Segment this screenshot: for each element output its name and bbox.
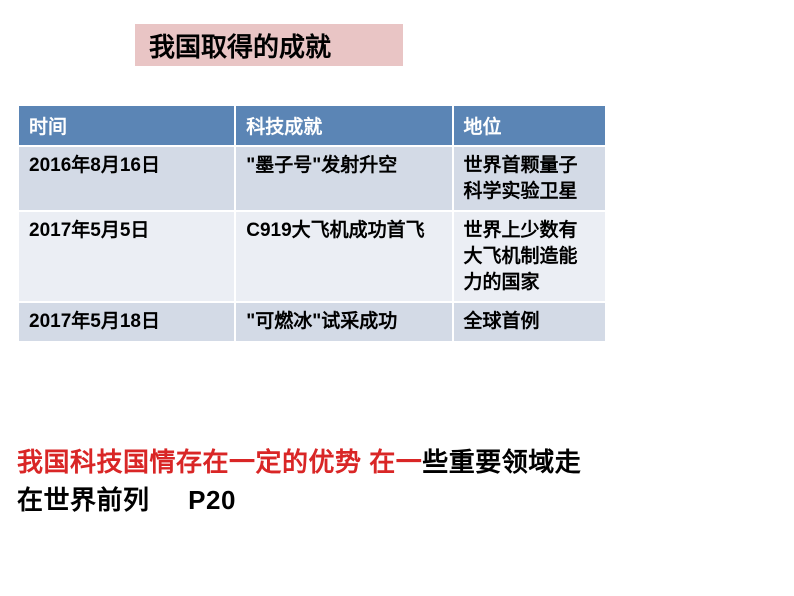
header-achievement: 科技成就 (235, 105, 452, 146)
header-time: 时间 (18, 105, 235, 146)
table-row: 2017年5月5日 C919大飞机成功首飞 世界上少数有大飞机制造能力的国家 (18, 211, 606, 302)
cell-achievement: C919大飞机成功首飞 (235, 211, 452, 302)
footer-red-text: 我国科技国情存在一定的优势 在一 (17, 447, 422, 477)
cell-status: 世界上少数有大飞机制造能力的国家 (453, 211, 606, 302)
table-header-row: 时间 科技成就 地位 (18, 105, 606, 146)
table-row: 2017年5月18日 "可燃冰"试采成功 全球首例 (18, 302, 606, 342)
cell-achievement: "墨子号"发射升空 (235, 146, 452, 211)
cell-achievement: "可燃冰"试采成功 (235, 302, 452, 342)
cell-time: 2017年5月5日 (18, 211, 235, 302)
cell-time: 2017年5月18日 (18, 302, 235, 342)
achievements-table: 时间 科技成就 地位 2016年8月16日 "墨子号"发射升空 世界首颗量子科学… (17, 104, 607, 343)
cell-status: 世界首颗量子科学实验卫星 (453, 146, 606, 211)
cell-status: 全球首例 (453, 302, 606, 342)
footer-summary: 我国科技国情存在一定的优势 在一些重要领域走在世界前列 P20 (17, 444, 597, 519)
title-box: 我国取得的成就 (135, 24, 403, 66)
table-row: 2016年8月16日 "墨子号"发射升空 世界首颗量子科学实验卫星 (18, 146, 606, 211)
header-status: 地位 (453, 105, 606, 146)
footer-page-ref (150, 485, 189, 515)
page-title: 我国取得的成就 (149, 27, 331, 64)
footer-page-number: P20 (188, 485, 236, 515)
cell-time: 2016年8月16日 (18, 146, 235, 211)
